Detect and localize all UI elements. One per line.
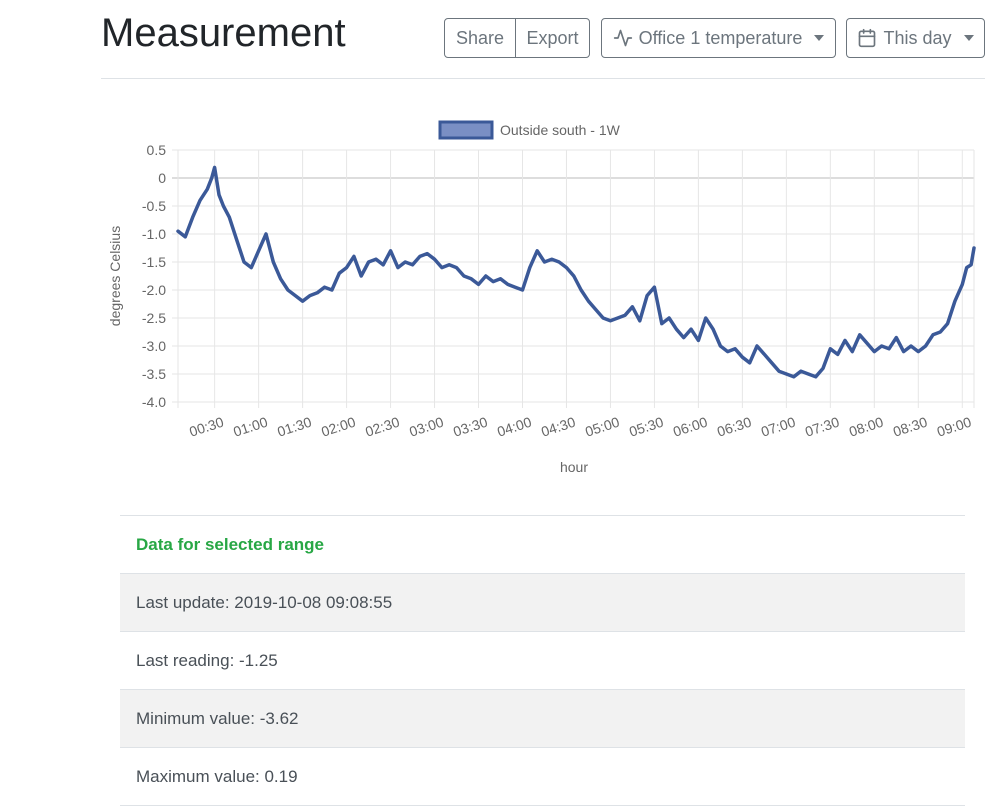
y-tick-label: -3.5 <box>142 366 166 382</box>
x-tick-label: 03:00 <box>407 414 445 440</box>
last-update-row: Last update: 2019-10-08 09:08:55 <box>120 574 965 632</box>
y-tick-label: -4.0 <box>142 394 166 410</box>
x-tick-label: 05:30 <box>627 414 665 440</box>
sensor-dropdown[interactable]: Office 1 temperature <box>601 18 836 58</box>
x-tick-label: 02:00 <box>319 414 357 440</box>
x-tick-label: 07:30 <box>803 414 841 440</box>
legend-label: Outside south - 1W <box>500 122 621 138</box>
y-tick-label: -0.5 <box>142 198 166 214</box>
x-axis-title: hour <box>560 459 588 475</box>
export-button-label: Export <box>526 27 579 48</box>
series-line <box>176 165 976 379</box>
x-tick-label: 08:30 <box>891 414 929 440</box>
x-tick-label: 06:00 <box>671 414 709 440</box>
export-button[interactable]: Export <box>515 18 590 58</box>
x-tick-label: 01:00 <box>231 414 269 440</box>
x-tick-label: 08:00 <box>847 414 885 440</box>
x-tick-label: 01:30 <box>275 414 313 440</box>
y-tick-label: 0.5 <box>147 142 167 158</box>
range-dropdown[interactable]: This day <box>846 18 985 58</box>
caret-down-icon <box>963 35 974 41</box>
x-tick-label: 04:00 <box>495 414 533 440</box>
last-reading-row: Last reading: -1.25 <box>120 632 965 690</box>
y-tick-label: -1.5 <box>142 254 166 270</box>
y-axis-title: degrees Celsius <box>107 226 123 326</box>
y-tick-label: -3.0 <box>142 338 166 354</box>
share-button-label: Share <box>455 27 505 48</box>
activity-icon <box>613 28 633 48</box>
range-info-heading: Data for selected range <box>120 516 965 574</box>
share-button[interactable]: Share <box>444 18 516 58</box>
x-tick-label: 07:00 <box>759 414 797 440</box>
y-tick-label: -2.5 <box>142 310 166 326</box>
y-tick-label: 0 <box>158 170 166 186</box>
page-title: Measurement <box>101 11 346 55</box>
x-tick-label: 03:30 <box>451 414 489 440</box>
header-divider <box>101 78 985 79</box>
legend-swatch <box>438 120 494 140</box>
range-dropdown-label: This day <box>883 27 952 48</box>
x-tick-label: 00:30 <box>187 414 225 440</box>
range-info-list: Data for selected range Last update: 201… <box>120 515 965 806</box>
x-tick-label: 04:30 <box>539 414 577 440</box>
sensor-dropdown-label: Office 1 temperature <box>638 27 803 48</box>
minimum-value-row: Minimum value: -3.62 <box>120 690 965 748</box>
x-tick-label: 09:00 <box>935 414 973 440</box>
temperature-chart: 0.5 0 -0.5 -1.0 -1.5 -2.0 -2.5 -3.0 -3.5 -4.0 00:3… <box>107 120 976 475</box>
maximum-value-row: Maximum value: 0.19 <box>120 748 965 806</box>
y-tick-label: -1.0 <box>142 226 166 242</box>
x-tick-label: 05:00 <box>583 414 621 440</box>
calendar-icon <box>857 28 877 48</box>
y-tick-label: -2.0 <box>142 282 166 298</box>
caret-down-icon <box>814 35 825 41</box>
x-tick-label: 02:30 <box>363 414 401 440</box>
x-tick-label: 06:30 <box>715 414 753 440</box>
